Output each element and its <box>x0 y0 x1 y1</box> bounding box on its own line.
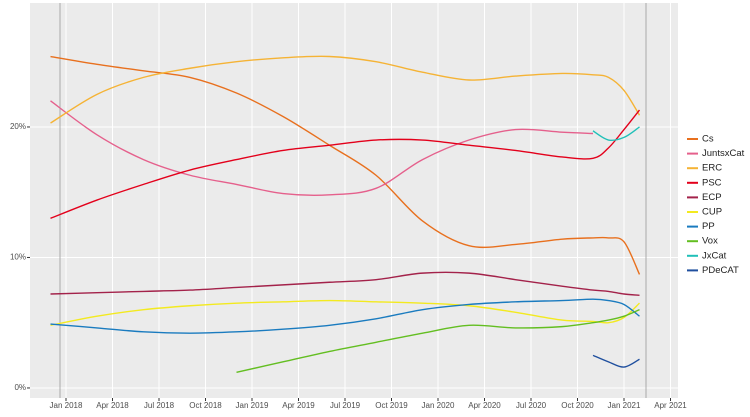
x-tick-label: Jan 2020 <box>422 401 455 410</box>
y-tick-label: 0% <box>14 383 26 392</box>
x-tick-label: Oct 2018 <box>189 401 222 410</box>
x-tick-label: Jul 2018 <box>144 401 175 410</box>
x-tick-label: Oct 2020 <box>561 401 594 410</box>
plot-panel <box>30 3 678 398</box>
series-line <box>236 309 640 373</box>
x-tick-label: Apr 2020 <box>468 401 501 410</box>
legend-label: JuntsxCat <box>702 148 745 159</box>
x-tick-label: Apr 2018 <box>96 401 129 410</box>
x-tick-label: Jul 2020 <box>516 401 547 410</box>
legend-label: ECP <box>702 192 722 203</box>
legend-label: PP <box>702 221 715 232</box>
x-tick-label: Apr 2021 <box>654 401 687 410</box>
series-line <box>592 354 640 368</box>
x-tick-label: Oct 2019 <box>375 401 408 410</box>
series-line <box>50 100 594 196</box>
series-line <box>50 55 641 124</box>
series-line <box>50 271 640 297</box>
x-tick-label: Jan 2018 <box>50 401 83 410</box>
x-tick-label: Jan 2021 <box>608 401 641 410</box>
x-tick-label: Jan 2019 <box>236 401 269 410</box>
y-tick-label: 10% <box>10 253 26 262</box>
series-line <box>50 55 641 275</box>
legend-label: Cs <box>702 134 714 145</box>
legend-label: PSC <box>702 177 722 188</box>
x-tick-label: Jul 2019 <box>330 401 361 410</box>
series-line <box>50 299 640 327</box>
legend-label: Vox <box>702 236 718 247</box>
series-line <box>50 109 641 219</box>
y-tick-label: 20% <box>10 122 26 131</box>
legend-label: PDeCAT <box>702 265 739 276</box>
series-line <box>50 298 640 334</box>
x-tick-label: Apr 2019 <box>282 401 315 410</box>
legend-label: ERC <box>702 163 722 174</box>
legend-label: JxCat <box>702 250 727 261</box>
series-line <box>592 126 640 142</box>
legend-label: CUP <box>702 207 722 218</box>
